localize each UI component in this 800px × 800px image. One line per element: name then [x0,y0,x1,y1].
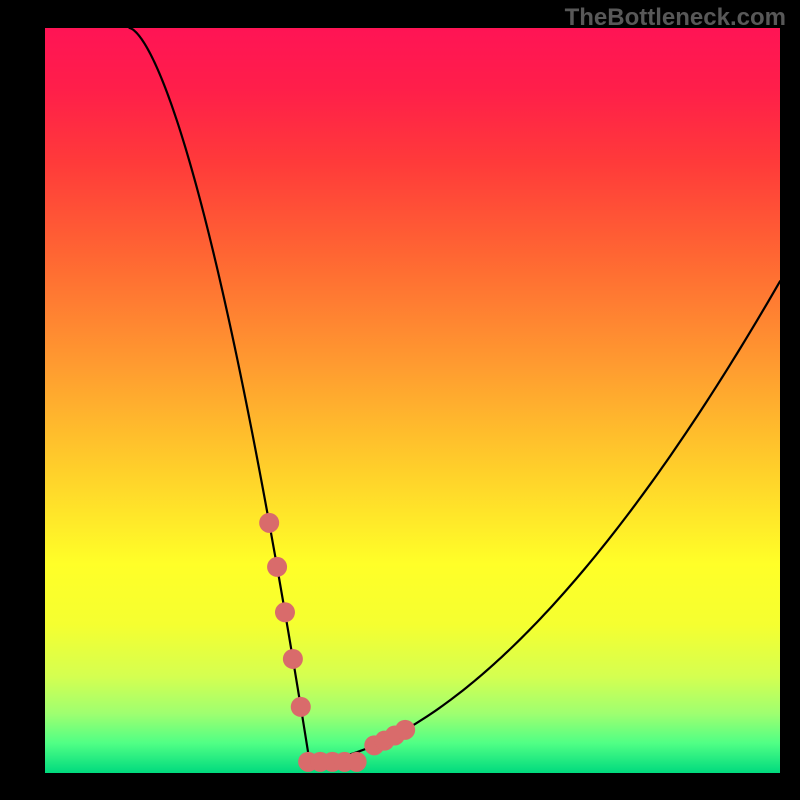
marker-left-0 [259,513,279,533]
chart-svg [0,0,800,800]
marker-left-1 [267,557,287,577]
marker-right-3 [395,720,415,740]
marker-left-3 [283,649,303,669]
marker-left-4 [291,697,311,717]
marker-floor-4 [347,752,367,772]
watermark-text: TheBottleneck.com [565,4,786,32]
marker-left-2 [275,602,295,622]
bottleneck-curve [130,28,780,762]
